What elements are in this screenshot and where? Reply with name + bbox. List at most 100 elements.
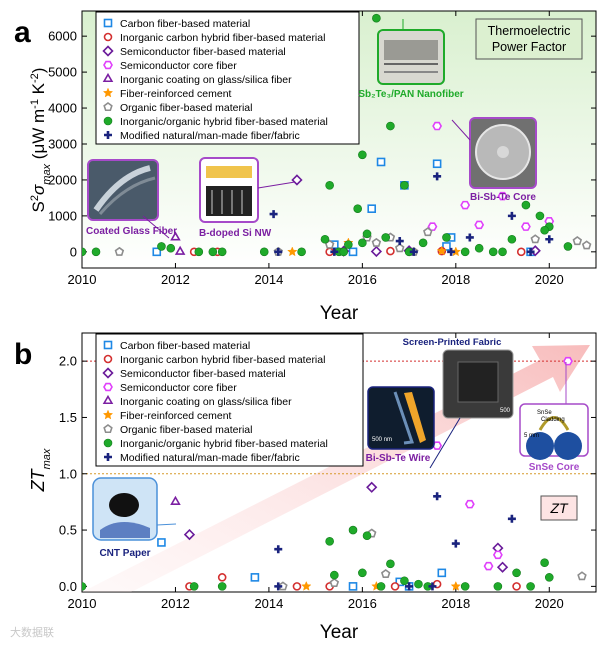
legend-marker	[102, 409, 114, 420]
legend-marker	[103, 116, 113, 126]
data-point	[464, 499, 475, 509]
data-point	[423, 227, 433, 237]
data-point	[386, 246, 395, 256]
data-point	[362, 531, 372, 540]
panel-a-title-box: Thermoelectric Power Factor	[475, 18, 583, 60]
y-tick-label: 4000	[48, 101, 77, 116]
y-tick-label: 0.0	[59, 579, 77, 594]
annotation-sb2te3-pan-nanofiber: Sb₂Te₃/PAN Nanofiber	[358, 89, 463, 100]
data-point	[166, 243, 176, 253]
data-point	[521, 200, 531, 210]
y-tick-label: 2000	[48, 172, 77, 187]
legend-marker	[103, 102, 113, 112]
series-9	[269, 172, 554, 256]
data-point	[437, 568, 447, 578]
data-point	[358, 568, 367, 578]
data-point	[465, 233, 474, 242]
legend-marker	[102, 394, 114, 405]
data-point	[259, 247, 269, 257]
x-tick-label: 2020	[535, 596, 564, 611]
x-tick-label: 2014	[254, 596, 283, 611]
data-point	[507, 234, 517, 244]
screen-fabric-scale: 500	[500, 408, 511, 414]
y-tick-label: 5000	[48, 65, 77, 80]
inset-bi-sb-te-core: Bi-Sb-Te Core	[451, 117, 537, 203]
data-point	[497, 191, 508, 201]
data-point	[381, 233, 391, 242]
data-point	[274, 545, 283, 554]
legend-marker	[103, 340, 113, 350]
data-point	[344, 240, 353, 249]
panel-a: a S2σmax (μW m-1 K-2) Year 2010 2012 2014 2…	[14, 10, 597, 324]
data-point	[577, 571, 587, 581]
annotation-bi-sb-te-wire: Bi-Sb-Te Wire	[366, 453, 431, 464]
panel-a-marks	[82, 13, 592, 258]
legend-marker	[103, 382, 113, 392]
inset-screen-printed-fabric: Screen-Printed Fabric 500	[403, 337, 514, 469]
data-point	[91, 247, 101, 257]
series-8	[82, 525, 554, 591]
data-point	[409, 247, 418, 256]
panel-a-ticks: 2010 2012 2014 2016 2018 2020 0 1000 2000 3000 400…	[48, 11, 596, 287]
data-point	[535, 211, 545, 221]
data-point	[189, 582, 199, 591]
data-point	[488, 247, 498, 257]
y-tick-label: 1.0	[59, 466, 77, 481]
data-point	[512, 582, 521, 591]
data-point	[460, 200, 471, 210]
data-point	[507, 211, 516, 220]
data-point	[414, 579, 423, 589]
data-point	[348, 247, 358, 257]
series-5	[170, 495, 181, 505]
data-point	[432, 121, 443, 131]
x-tick-label: 2010	[68, 596, 97, 611]
legend-label: Fiber-reinforced cement	[120, 88, 232, 100]
data-point	[183, 528, 196, 541]
annotation-coated-glass-fiber: Coated Glass Fiber	[86, 226, 177, 237]
y-tick-label: 1.5	[59, 410, 77, 425]
y-tick-label: 6000	[48, 29, 77, 44]
data-point	[474, 220, 485, 230]
data-point	[367, 204, 377, 213]
data-point	[545, 235, 554, 244]
inset-cnt-paper: CNT Paper	[92, 477, 177, 559]
series-9	[274, 492, 516, 591]
data-point	[544, 573, 554, 582]
data-point	[442, 233, 451, 242]
legend-label: Carbon fiber-based material	[120, 340, 250, 352]
y-tick-label: 2.0	[59, 354, 77, 369]
x-tick-label: 2014	[254, 272, 283, 287]
data-point	[325, 181, 334, 190]
data-point	[376, 157, 386, 167]
legend-label: Semiconductor fiber-based material	[120, 46, 286, 58]
legend-marker	[103, 438, 113, 448]
legend-label: Semiconductor core fiber	[120, 382, 237, 394]
legend-label: Modified natural/man-made fiber/fabric	[120, 452, 300, 464]
legend-label: Inorganic carbon hybrid fiber-based mate…	[120, 32, 325, 44]
data-point	[436, 245, 447, 256]
data-point	[540, 225, 549, 235]
panel-a-legend-box	[95, 11, 360, 145]
legend-marker	[103, 424, 113, 434]
data-point	[530, 234, 541, 244]
data-point	[395, 237, 404, 246]
legend-marker	[103, 18, 113, 28]
legend-marker	[103, 32, 113, 42]
data-point	[400, 576, 409, 586]
inset-coated-glass-fiber: Coated Glass Fiber	[86, 159, 177, 239]
data-point	[329, 578, 340, 588]
data-point	[572, 236, 583, 246]
data-point	[297, 247, 306, 257]
data-point	[516, 247, 526, 257]
annotation-cnt-paper: CNT Paper	[99, 548, 150, 559]
data-point	[358, 150, 367, 160]
snse-photo-label: SnSe	[537, 410, 552, 416]
y-tick-label: 3000	[48, 136, 77, 151]
panel-b: b ZTmax Year 2010 2012 2014 2016 2018 2020 0.0…	[14, 332, 597, 643]
series-6	[287, 237, 461, 257]
watermark: 大数据联	[10, 625, 54, 639]
data-point	[208, 247, 218, 257]
legend-label: Inorganic coating on glass/silica fiber	[120, 74, 292, 86]
data-point	[287, 246, 298, 257]
